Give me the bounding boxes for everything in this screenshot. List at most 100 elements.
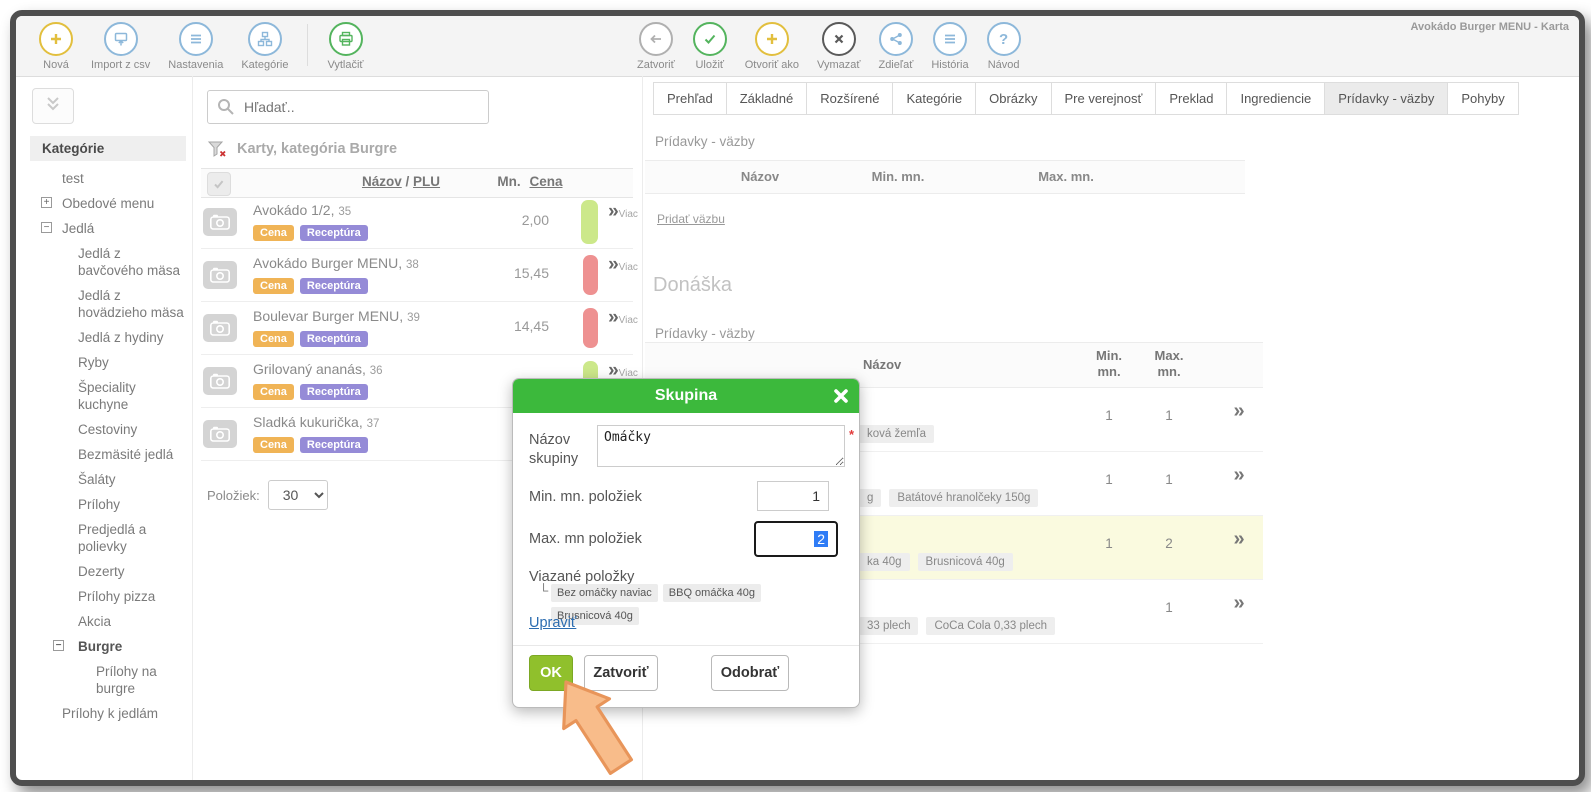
more-button[interactable]: »Viac (608, 254, 638, 275)
sort-by-plu[interactable]: PLU (413, 174, 441, 189)
table-row[interactable]: ková žemľa 1 1 » (645, 388, 1263, 452)
min-qty-input[interactable] (757, 481, 829, 511)
more-button[interactable]: »Viac (608, 360, 638, 381)
sidebar-item-jedla-hydina[interactable]: Jedlá z hydiny (78, 330, 164, 345)
group-dialog: Skupina Názov skupiny Omáčky * Min. mn. … (512, 378, 860, 708)
share-label: Zdieľať (878, 59, 914, 71)
bound-item-chip: Brusnicová 40g (917, 553, 1013, 571)
page-size-label: Položiek: (207, 487, 260, 503)
edit-link[interactable]: Upraviť (529, 615, 577, 631)
camera-icon (203, 420, 237, 448)
open-row-button[interactable]: » (1233, 592, 1245, 614)
search-input[interactable] (242, 95, 481, 119)
tab-pre-verejnost[interactable]: Pre verejnosť (1050, 82, 1157, 115)
save-button[interactable]: Uložiť (692, 22, 727, 71)
max-qty: 1 (1165, 408, 1173, 423)
sidebar-item-akcia[interactable]: Akcia (78, 614, 112, 629)
categories-button[interactable]: Kategórie (241, 22, 288, 71)
save-label: Uložiť (695, 59, 725, 71)
dialog-close-button[interactable]: Zatvoriť (584, 655, 658, 691)
close-icon[interactable] (832, 387, 850, 405)
bound-item-chip: Brusnicová 40g (551, 607, 639, 625)
tab-ingrediencie[interactable]: Ingrediencie (1226, 82, 1326, 115)
import-csv-button[interactable]: Import z csv (91, 22, 150, 71)
more-button[interactable]: »Viac (608, 201, 638, 222)
sort-by-price[interactable]: Cena (529, 174, 563, 189)
tab-prehlad[interactable]: Prehľad (653, 82, 727, 115)
select-all-checkbox[interactable] (207, 172, 231, 196)
sidebar-item-dezerty[interactable]: Dezerty (78, 564, 125, 579)
import-csv-label: Import z csv (91, 59, 151, 71)
delete-button[interactable]: Vymazať (817, 22, 860, 71)
sidebar-item-prilohy[interactable]: Prílohy (78, 497, 121, 512)
more-button[interactable]: »Viac (608, 307, 638, 328)
tab-preklad[interactable]: Preklad (1155, 82, 1228, 115)
history-label: História (931, 59, 969, 71)
sidebar-item-prilohy-burgre[interactable]: Prílohy na burgre (96, 664, 157, 696)
sidebar-item-speciality[interactable]: Špeciality kuchyne (78, 380, 136, 412)
collapse-icon[interactable]: − (41, 222, 52, 233)
group-name-input[interactable]: Omáčky (597, 425, 845, 467)
clear-filter-icon[interactable] (207, 140, 227, 158)
menu-lines-icon (932, 22, 967, 56)
recipe-badge: Receptúra (299, 278, 368, 294)
bound-items-label: Viazané položky (529, 569, 635, 585)
open-as-button[interactable]: Otvoriť ako (745, 22, 799, 71)
sidebar-item-predjedla[interactable]: Predjedlá a polievky (78, 522, 147, 554)
settings-button[interactable]: Nastavenia (168, 22, 223, 71)
group-name-label: Názov skupiny (529, 432, 579, 467)
tab-zakladne[interactable]: Základné (725, 82, 808, 115)
sidebar-item-prilohy-jedlam[interactable]: Prílohy k jedlám (62, 706, 159, 721)
sort-by-name[interactable]: Názov (361, 174, 402, 189)
expand-icon[interactable]: + (41, 197, 52, 208)
open-row-button[interactable]: » (1233, 400, 1245, 422)
table-row[interactable]: 33 plech CoCa Cola 0,33 plech 1 » (645, 580, 1263, 644)
question-icon: ? (986, 22, 1021, 56)
card-row[interactable]: Avokádo 1/2, 35 Cena Receptúra 2,00 »Viac (201, 196, 638, 249)
sidebar-collapse-button[interactable] (32, 88, 74, 124)
history-button[interactable]: História (931, 22, 969, 71)
tab-pridavky-vazby[interactable]: Prídavky - väzby (1324, 82, 1449, 115)
card-row[interactable]: Boulevar Burger MENU, 39 Cena Receptúra 1… (201, 302, 638, 355)
table-row[interactable]: g Batátové hranolčeky 150g 1 1 » (645, 452, 1263, 516)
recipe-badge: Receptúra (299, 225, 368, 241)
app-window: Nová Import z csv Nastavenia Kategórie V… (10, 10, 1585, 786)
sidebar-item-bezmasite[interactable]: Bezmäsité jedlá (78, 447, 174, 462)
bound-item-chip: BBQ omáčka 40g (662, 584, 761, 602)
open-row-button[interactable]: » (1233, 528, 1245, 550)
double-chevron-right-icon: » (608, 360, 619, 381)
bound-item-chip: Batátové hranolčeky 150g (889, 489, 1039, 507)
tab-rozsirene[interactable]: Rozšírené (806, 82, 894, 115)
max-qty-input[interactable]: 2 (754, 521, 838, 557)
sidebar-item-ryby[interactable]: Ryby (78, 355, 109, 370)
import-icon (103, 22, 138, 56)
sidebar-item-prilohy-pizza[interactable]: Prílohy pizza (78, 589, 156, 604)
sidebar-item-jedla[interactable]: − Jedlá (30, 220, 186, 237)
card-row[interactable]: Grilovaný ananás, 36 Cena Receptúra »Viac (201, 355, 638, 408)
add-binding-link[interactable]: Pridať väzbu (657, 212, 725, 226)
sidebar-item-obedove-menu[interactable]: + Obedové menu (30, 195, 186, 212)
open-row-button[interactable]: » (1233, 464, 1245, 486)
sidebar-item-jedla-hovadzie[interactable]: Jedlá z hovädzieho mäsa (78, 288, 184, 320)
tab-kategorie[interactable]: Kategórie (892, 82, 977, 115)
sidebar-item-test[interactable]: test (62, 171, 84, 186)
tab-obrazky[interactable]: Obrázky (975, 82, 1052, 115)
sidebar-item-cestoviny[interactable]: Cestoviny (78, 422, 138, 437)
card-row[interactable]: Avokádo Burger MENU, 38 Cena Receptúra 15… (201, 249, 638, 302)
ok-button[interactable]: OK (529, 655, 573, 691)
close-card-button[interactable]: Zatvoriť (637, 22, 675, 71)
price-badge: Cena (253, 384, 294, 400)
card-row[interactable]: Sladká kukurička, 37 Cena Receptúra (201, 408, 633, 461)
sidebar-item-jedla-bavcove[interactable]: Jedlá z bavčového mäsa (78, 246, 181, 278)
sidebar-item-burgre[interactable]: − Burgre (30, 638, 186, 655)
new-button[interactable]: Nová (39, 22, 73, 71)
print-button[interactable]: Vytlačiť (327, 22, 364, 71)
column-max: Max. mn. (1038, 169, 1094, 184)
collapse-icon[interactable]: − (53, 640, 64, 651)
page-size-select[interactable]: 30 (267, 480, 328, 510)
sidebar-item-salaty[interactable]: Šaláty (78, 472, 116, 487)
help-button[interactable]: ? Návod (986, 22, 1021, 71)
remove-button[interactable]: Odobrať (711, 655, 789, 691)
tab-pohyby[interactable]: Pohyby (1447, 82, 1519, 115)
share-button[interactable]: Zdieľať (878, 22, 913, 71)
